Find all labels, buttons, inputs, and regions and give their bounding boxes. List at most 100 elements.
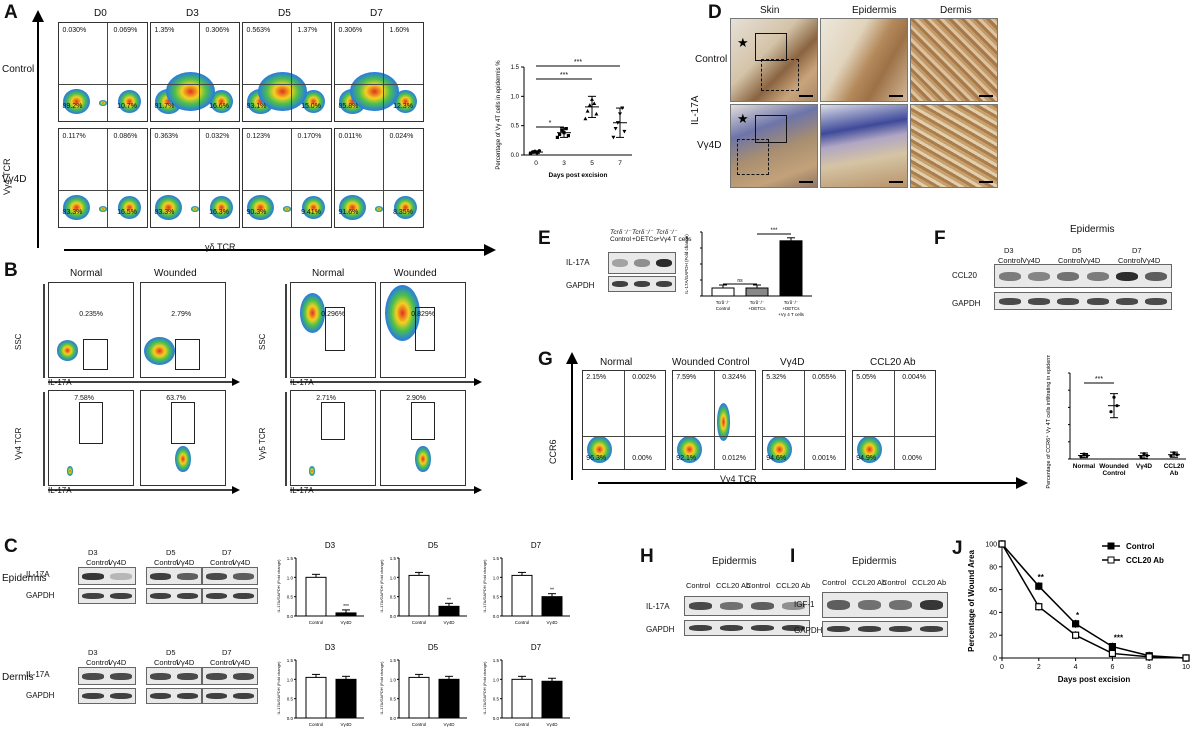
bar (779, 240, 803, 297)
data-point (587, 103, 592, 107)
y-tick-label: 0.0 (287, 716, 294, 721)
y-tick-label: 80 (989, 564, 997, 571)
scale-bar (889, 181, 903, 183)
data-point (1169, 454, 1173, 458)
blot-band (177, 693, 198, 700)
panel-f-title: Epidermis (1070, 224, 1115, 235)
percent-label: 1.60% (389, 26, 410, 34)
density-cluster (209, 89, 233, 114)
panel-c-gapdh-blot (78, 588, 136, 604)
y-tick-label: 1.0 (493, 677, 500, 682)
x-tick-label: +Vγ 4 T cells (778, 312, 805, 317)
x-tick-label: Tcrδ⁻/⁻ (750, 300, 765, 305)
panel-g-flow-plot: 2.15% 0.002% 96.3% 0.00% (582, 370, 666, 470)
percent-label: 92.1% (676, 455, 697, 463)
panel-d-micrograph: ★ (730, 18, 818, 102)
x-tick-label: Control (515, 620, 530, 625)
blot-band (110, 672, 132, 680)
panel-i-lane: CCL20 Ab (852, 578, 887, 587)
density-cluster (393, 195, 417, 220)
blot-band (150, 672, 171, 680)
gate-box (414, 306, 436, 351)
y-tick-label: 1.5 (493, 556, 500, 561)
data-point (1082, 452, 1086, 456)
density-cluster (63, 88, 90, 115)
density-cluster (144, 336, 175, 365)
y-tick-label: 0.0 (511, 153, 520, 159)
percent-label: 0.563% (246, 26, 271, 34)
density-cluster (66, 466, 74, 476)
x-tick-label: Vγ4D (546, 722, 558, 727)
panel-a-flow-plot: 0.123% 0.170% 90.3% 9.41% (242, 128, 332, 228)
legend-marker (1107, 556, 1115, 564)
y-axis-label: IL-17A/GAPDH (Fold change) (482, 661, 487, 715)
panel-e-lane-label: Control (610, 236, 631, 243)
y-tick-label: 1.0 (287, 575, 294, 580)
axis-arrowhead (474, 486, 482, 494)
panel-d-row-control: Control (695, 54, 728, 65)
panel-d-col-label: Epidermis (852, 5, 897, 16)
panel-f-day: D7 (1132, 246, 1142, 255)
panel-e-bar-chart: IL-17A/GAPDH (Fold change)Tcrδ⁻/⁻Control… (684, 228, 812, 317)
panel-g-axes (566, 352, 1028, 489)
panel-b-head: Normal (70, 268, 103, 279)
panel-b-top-plot: 0.829% (380, 282, 466, 378)
bar-Vγ4D (335, 612, 357, 617)
panel-g-head: Vγ4D (780, 357, 805, 368)
percent-label: 96.3% (586, 455, 607, 463)
data-point (1079, 454, 1083, 459)
sig-marker: *** (1114, 634, 1124, 643)
panel-f-lane: Control (998, 256, 1023, 265)
panel-b-ylabel: SSC (14, 333, 23, 350)
panel-d-micrograph (910, 104, 998, 188)
data-point (560, 128, 564, 132)
panel-g-flow-plot: 5.32% 0.055% 94.6% 0.001% (762, 370, 846, 470)
panel-b-bottom-plot: 2.71% (290, 390, 376, 486)
panel-a-col-d7: D7 (370, 8, 383, 19)
blot-band (82, 672, 104, 680)
panel-d-row-vg4d: Vγ4D (697, 140, 722, 151)
x-tick-label: Control (1102, 470, 1125, 477)
panel-g-head: Normal (600, 357, 633, 368)
panel-c-il17a-blot (78, 567, 136, 585)
quadrant-v-line (291, 129, 293, 227)
panel-g-xlabel: Vγ4 TCR (720, 474, 757, 484)
data-point (611, 135, 616, 140)
x-tick-label: 0 (534, 160, 538, 167)
panel-d-micrograph: ★ (730, 104, 818, 188)
percent-label: 2.79% (171, 311, 192, 319)
percent-label: 0.306% (338, 26, 363, 34)
panel-c-lane: Vγ4D (108, 658, 127, 667)
panel-b-xlabel: IL-17A (48, 486, 72, 495)
quadrant-v-line (199, 129, 201, 227)
panel-j-line-chart: 0 20 40 60 80 100 0 2 4 6 8 10 Percentage of Wound A… (967, 540, 1190, 684)
density-cluster (98, 100, 108, 107)
x-tick-label: Tcrδ⁻/⁻ (784, 300, 799, 305)
blot-band (1057, 297, 1080, 305)
quadrant-h-line (335, 83, 423, 85)
blot-band (655, 281, 673, 288)
quadrant-v-line (383, 129, 385, 227)
gate-box (82, 339, 109, 370)
quadrant-v-line (383, 23, 385, 121)
bar-title: D3 (325, 541, 336, 550)
blot-band (110, 572, 132, 580)
blot-band (655, 259, 673, 268)
sig-marker: ** (1038, 573, 1045, 582)
y-tick-label: 1.0 (390, 575, 397, 580)
x-tick-label: Tcrδ⁻/⁻ (716, 300, 731, 305)
panel-a-xlabel: γδ TCR (205, 242, 236, 252)
x-tick-label: Control (515, 722, 530, 727)
density-cluster (301, 89, 325, 114)
y-tick-label: 100 (985, 542, 997, 549)
panel-c-day: D5 (166, 648, 176, 657)
panel-b-bottom-plot: 63.7% (140, 390, 226, 486)
panel-b-bottom-plot: 7.58% (48, 390, 134, 486)
blot-band (857, 600, 882, 611)
data-point (592, 101, 597, 105)
percent-label: 94.6% (766, 455, 787, 463)
data-point (1145, 453, 1149, 458)
panel-a-row-control: Control (2, 64, 35, 75)
bar (745, 287, 769, 297)
blot-band (233, 572, 254, 580)
